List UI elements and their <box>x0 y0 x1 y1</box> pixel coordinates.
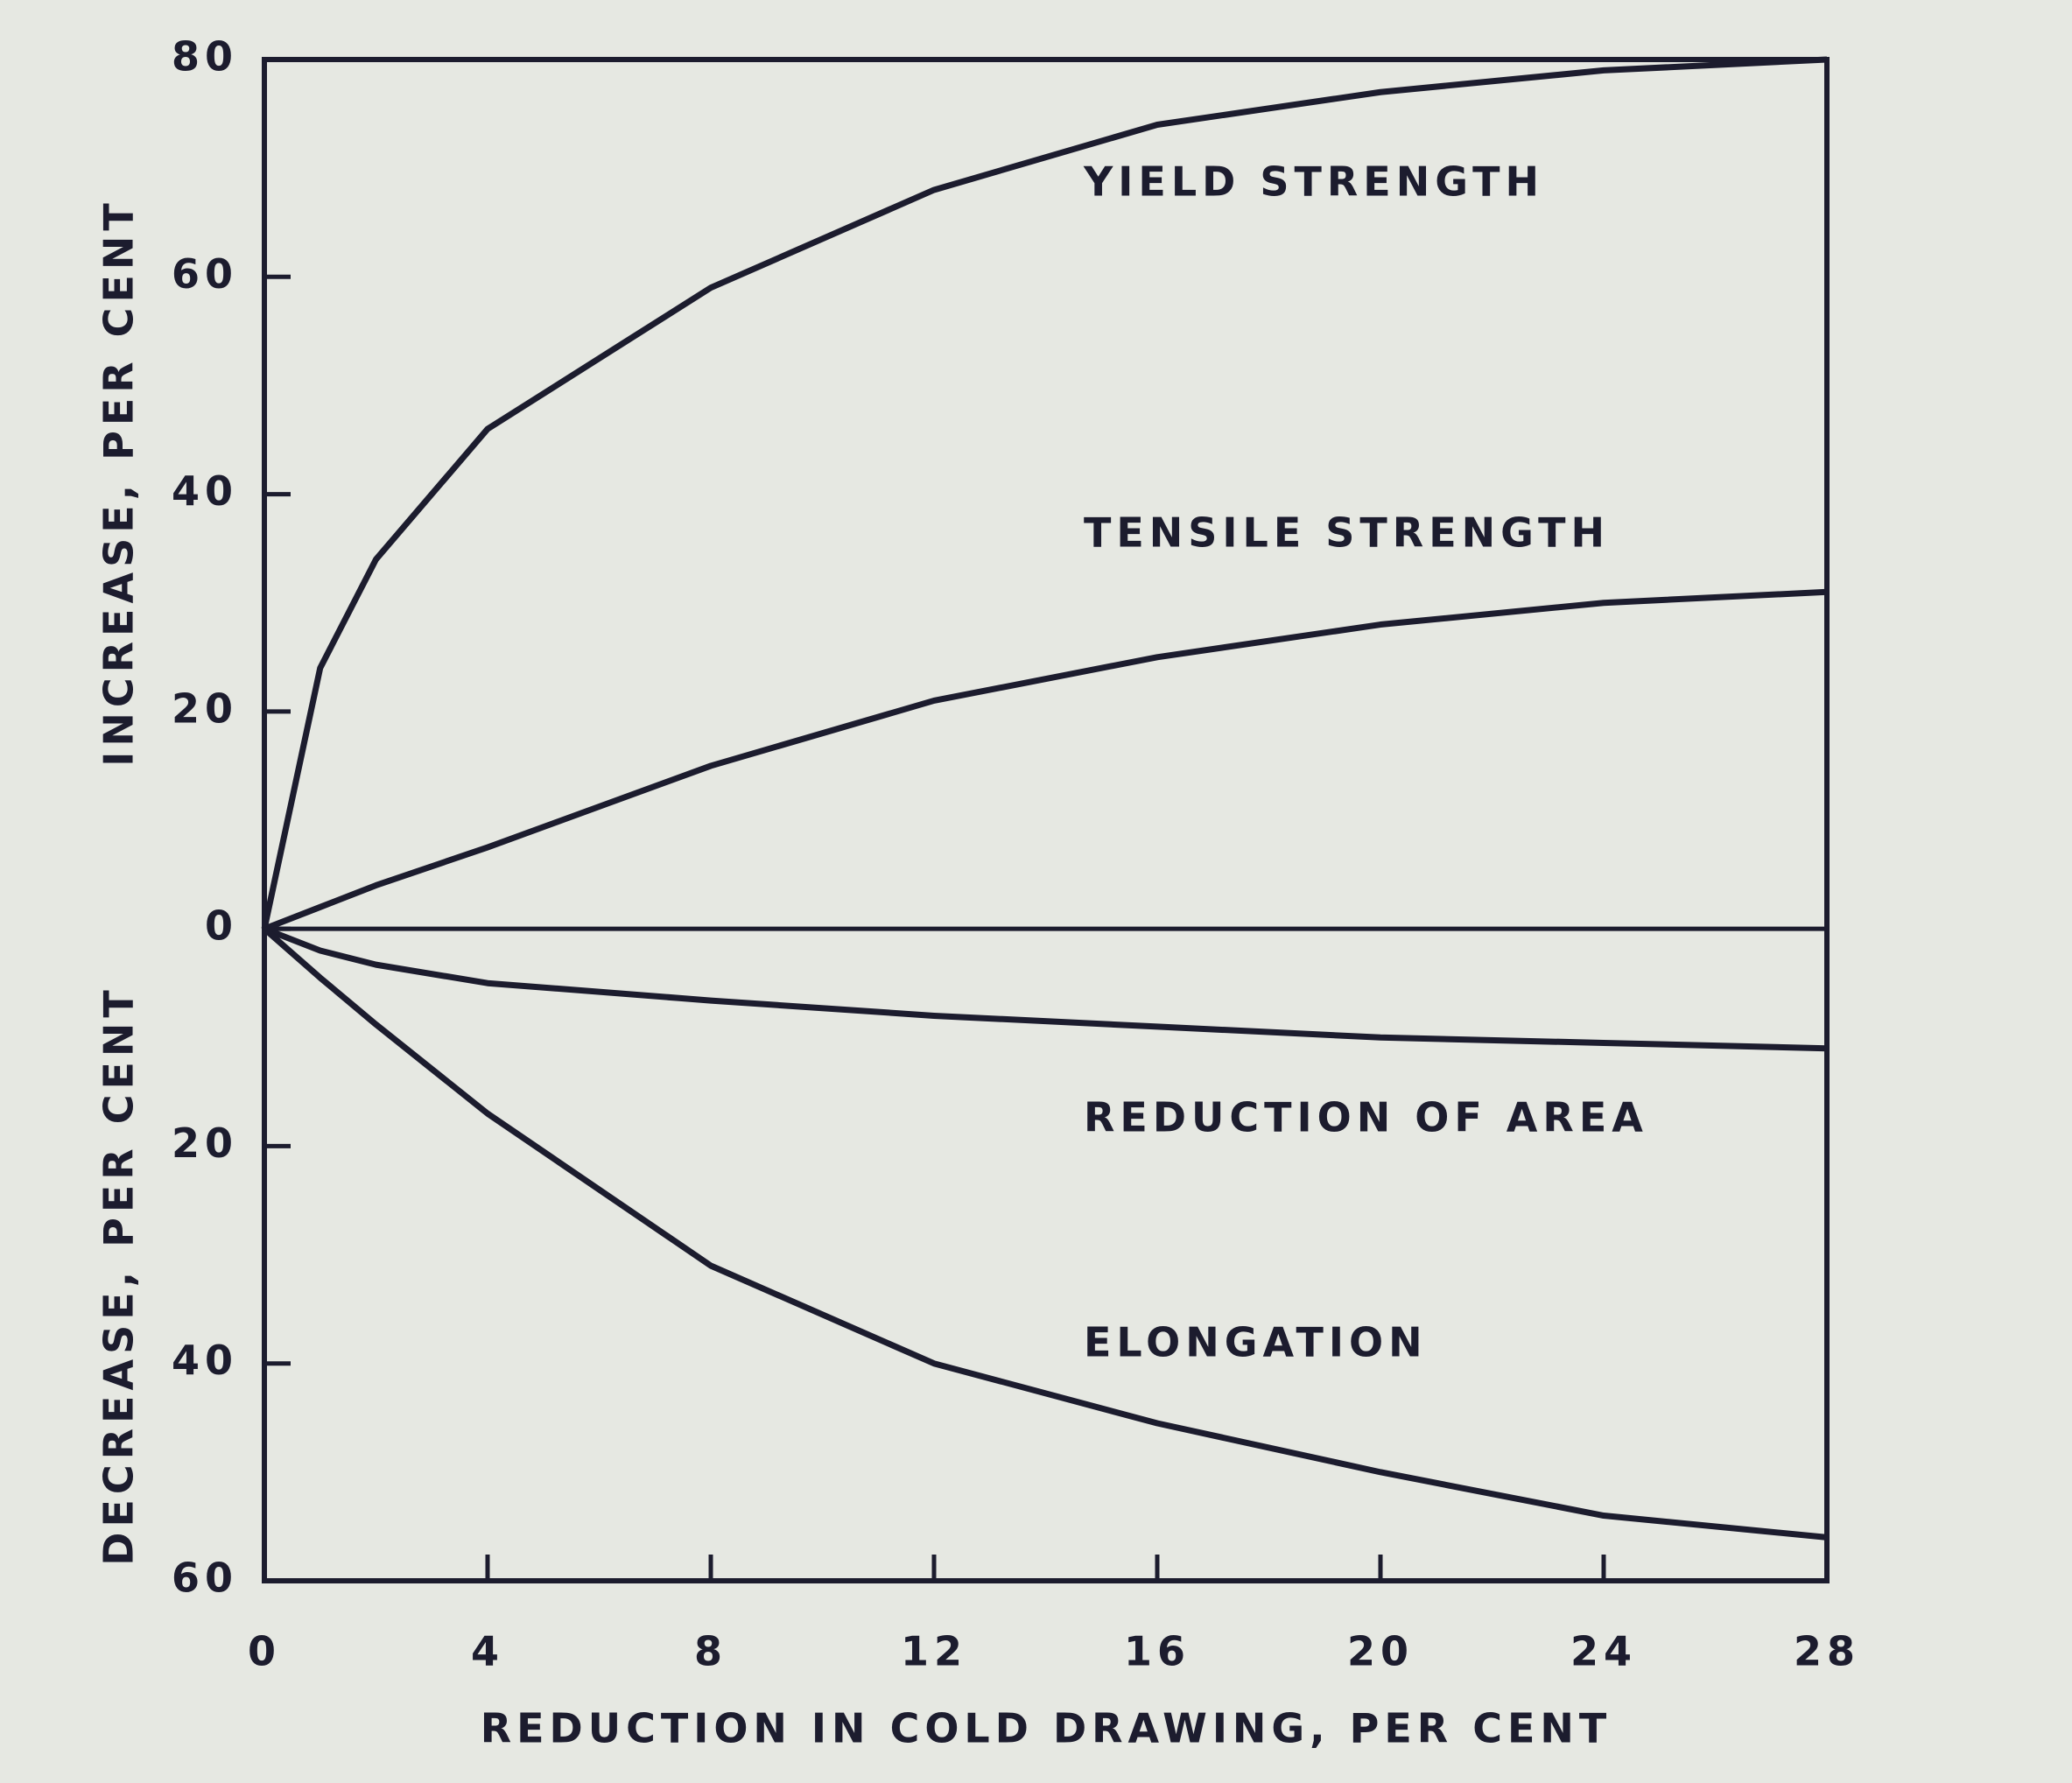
series-label: ELONGATION <box>1084 1319 1428 1366</box>
series-line <box>263 925 1828 1052</box>
x-tick-label: 0 <box>248 1628 281 1675</box>
series-line <box>263 588 1828 932</box>
series-label: YIELD STRENGTH <box>1083 158 1544 206</box>
series-line <box>261 56 1828 930</box>
y-tick-label: 80 <box>172 33 238 81</box>
x-tick-label: 24 <box>1570 1628 1637 1675</box>
y-tick-label: 40 <box>172 467 238 515</box>
y-tick-label: 60 <box>172 250 238 298</box>
y-tick-label: 20 <box>172 684 238 732</box>
series-line <box>262 926 1828 1541</box>
x-tick-label: 28 <box>1794 1628 1860 1675</box>
x-axis-title: REDUCTION IN COLD DRAWING, PER CENT <box>481 1705 1612 1752</box>
x-tick-label: 4 <box>471 1628 504 1675</box>
y-tick-label: 0 <box>205 902 238 950</box>
plot-frame <box>262 57 1830 1583</box>
y-tick-label: 60 <box>172 1555 238 1602</box>
series-label: REDUCTION OF AREA <box>1084 1094 1648 1141</box>
x-tick-label: 20 <box>1347 1628 1414 1675</box>
series-label: TENSILE STRENGTH <box>1084 509 1610 557</box>
x-tick-label: 12 <box>901 1628 967 1675</box>
y-axis-title-lower: DECREASE, PER CENT <box>95 985 143 1565</box>
x-tick-label: 16 <box>1124 1628 1191 1675</box>
y-axis-title-upper: INCREASE, PER CENT <box>95 198 143 767</box>
y-tick-label: 40 <box>172 1337 238 1384</box>
y-tick-label: 20 <box>172 1120 238 1167</box>
x-tick-label: 8 <box>694 1628 727 1675</box>
